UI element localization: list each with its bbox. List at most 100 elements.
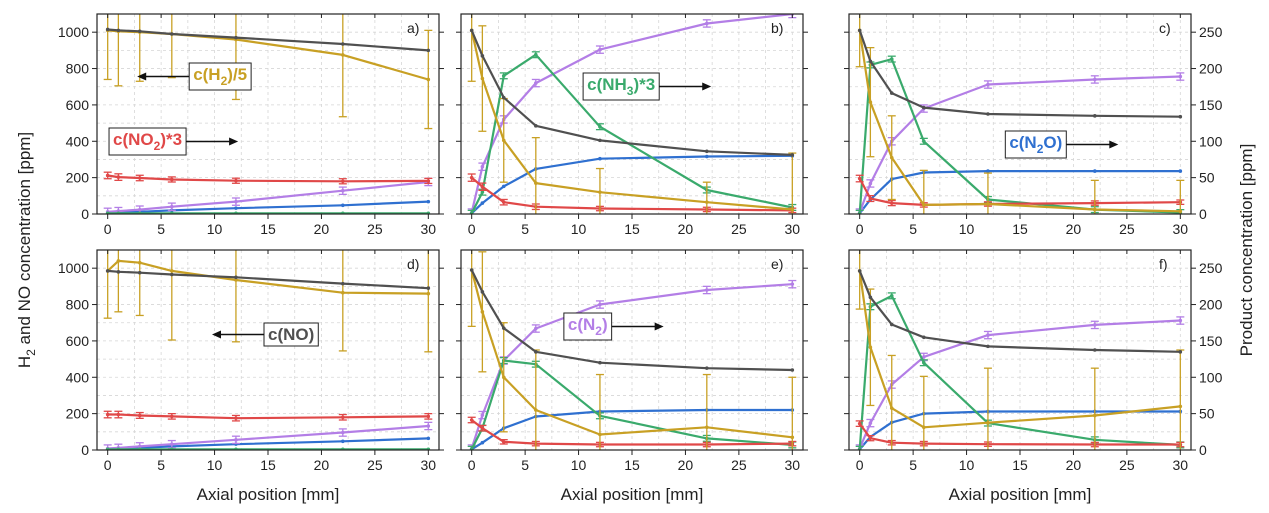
plot-area (467, 14, 797, 214)
series-NO-point (1178, 114, 1183, 119)
series-NO-point (116, 28, 121, 33)
panel-d: 0 5 10 15 20 25 30 0 200 400 600 800 1000 d) Axial pos… (58, 249, 444, 504)
series-NO-point (105, 269, 110, 273)
x-tick-label: 0 (104, 221, 112, 237)
x-tick-label: 20 (1066, 221, 1082, 237)
series-NO-point (469, 28, 474, 33)
series-NO-point (857, 269, 862, 273)
annotation-label: c(NO) (268, 325, 314, 344)
panel-label: e) (771, 256, 783, 272)
x-axis-title: Axial position [mm] (561, 485, 704, 504)
x-tick-label: 25 (367, 457, 383, 473)
annotation-NO: c(NO) (212, 322, 319, 347)
series-NO-point (705, 149, 709, 154)
series-N2O-point (426, 436, 431, 441)
x-tick-label: 0 (468, 457, 476, 473)
series-NO-point (234, 35, 238, 40)
annotation-arrowhead (654, 322, 664, 331)
y-tick-label-right: 250 (1199, 24, 1223, 40)
y-tick-label-left: 600 (66, 97, 90, 113)
annotation-arrowhead (212, 330, 221, 339)
x-tick-label: 10 (207, 221, 223, 237)
series-NH3-point (170, 447, 174, 450)
series-NO-point (922, 335, 926, 340)
x-tick-label: 25 (731, 457, 747, 473)
series-NH3-point (341, 211, 345, 214)
x-tick-label: 10 (571, 457, 587, 473)
series-NO-point (1178, 350, 1183, 354)
series-NO-point (480, 54, 485, 58)
annotation-H2: c(H2)/5 (137, 62, 252, 91)
series-N2O-point (705, 154, 709, 159)
y-tick-label-right: 100 (1199, 369, 1223, 385)
x-tick-label: 15 (260, 457, 276, 473)
series-N2O-point (598, 156, 602, 161)
series-NO-point (534, 124, 538, 128)
y-tick-label-right: 50 (1199, 406, 1215, 422)
y-tick-label-right: 100 (1199, 133, 1223, 149)
annotation-label: c(NH3)*3 (587, 75, 655, 98)
annotation-box (1004, 130, 1067, 159)
panel-label: d) (407, 256, 419, 272)
series-NH3-point (137, 211, 142, 214)
y-tick-label-left: 600 (66, 333, 90, 349)
y-tick-label-right: 0 (1199, 206, 1207, 222)
x-tick-label: 10 (207, 457, 223, 473)
x-tick-label: 20 (314, 457, 330, 473)
series-NO-point (598, 360, 602, 365)
series-N2O-point (480, 201, 485, 205)
x-tick-label: 15 (624, 457, 640, 473)
y-tick-label-right: 200 (1199, 297, 1223, 313)
series-N2O-point (1178, 169, 1183, 173)
y-tick-label-left: 400 (66, 369, 90, 385)
series-NO-point (705, 366, 709, 370)
series-NO-point (469, 268, 474, 272)
x-tick-label: 30 (421, 457, 437, 473)
panel-e: 0 5 10 15 20 25 30 e) Axial position [mm] c(N2) (456, 249, 808, 504)
series-NH3-point (116, 211, 121, 214)
x-tick-label: 25 (1119, 457, 1135, 473)
panel-b: 0 5 10 15 20 25 30 b) c(NH3)*3 (456, 13, 808, 237)
x-tick-label: 0 (104, 457, 112, 473)
series-N2O-point (234, 206, 238, 210)
y-tick-label-left: 0 (81, 442, 89, 458)
series-NO-point (480, 290, 485, 294)
series-NH3-point (105, 211, 110, 214)
series-NO-point (116, 270, 121, 274)
x-tick-label: 5 (909, 457, 917, 473)
annotation-N2O: c(N2O) (1004, 130, 1119, 159)
series-N2O-point (426, 199, 431, 204)
series-NO-point (889, 91, 894, 95)
y-tick-label-right: 150 (1199, 333, 1223, 349)
y-tick-label-left: 0 (81, 206, 89, 222)
x-tick-label: 15 (1012, 221, 1028, 237)
plot-area (855, 250, 1185, 450)
series-H2-line (107, 29, 429, 81)
plot-area (103, 250, 433, 450)
annotation-label: c(N2O) (1009, 133, 1062, 156)
series-NO-point (170, 32, 174, 36)
series-N2O-point (1093, 169, 1097, 173)
annotation-arrowhead (137, 72, 147, 81)
series-NH3-point (234, 211, 238, 214)
series-NO-point (889, 322, 894, 327)
series-NO-line (107, 269, 429, 290)
x-tick-label: 25 (731, 221, 747, 237)
x-tick-label: 30 (421, 221, 437, 237)
x-axis-title: Axial position [mm] (949, 485, 1092, 504)
y-tick-label-right: 150 (1199, 97, 1223, 113)
series-N2O-point (341, 203, 345, 208)
x-tick-label: 10 (959, 221, 975, 237)
y-tick-label-left: 200 (66, 406, 90, 422)
series-NO-point (922, 105, 926, 110)
y-tick-label-right: 50 (1199, 170, 1215, 186)
x-tick-label: 30 (1173, 221, 1189, 237)
series-NO-point (857, 28, 862, 33)
plot-area (103, 14, 433, 214)
series-N2O-point (341, 439, 345, 444)
series-NO-point (137, 270, 142, 275)
series-NO-point (868, 295, 873, 300)
y-tick-label-left: 400 (66, 133, 90, 149)
series-NO-point (137, 29, 142, 34)
